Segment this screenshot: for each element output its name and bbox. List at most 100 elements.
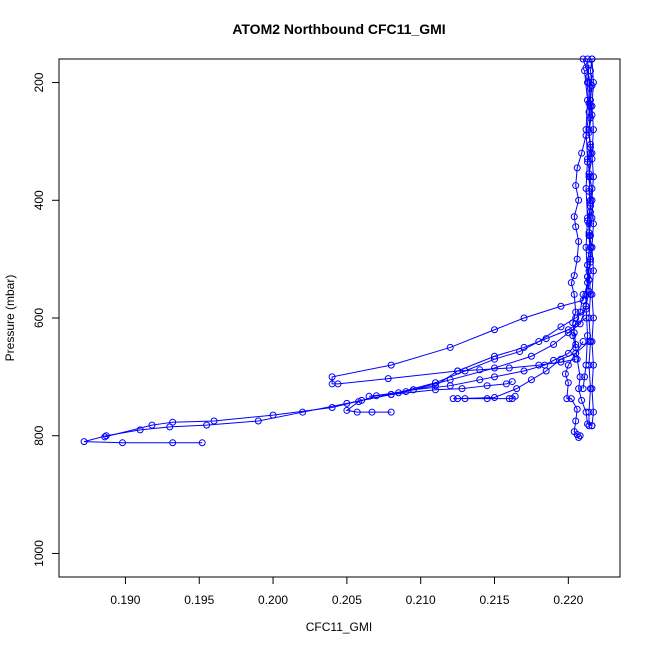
data-point	[564, 326, 572, 334]
data-point	[572, 343, 580, 351]
data-point	[588, 196, 596, 204]
data-point	[328, 373, 336, 381]
data-point	[563, 395, 571, 403]
series-11	[579, 67, 592, 393]
data-point	[387, 408, 395, 416]
data-point	[570, 213, 578, 221]
data-point	[136, 426, 144, 434]
data-point	[589, 173, 597, 181]
data-point	[505, 364, 513, 372]
data-point	[328, 403, 336, 411]
series-line	[104, 58, 593, 438]
data-point	[384, 375, 392, 383]
data-point	[557, 302, 565, 310]
data-point	[502, 380, 510, 388]
series-line	[83, 58, 591, 444]
data-point	[505, 395, 513, 403]
data-point	[520, 343, 528, 351]
data-point	[584, 55, 592, 63]
data-point	[148, 421, 156, 429]
data-point	[585, 314, 593, 322]
data-point	[589, 314, 597, 322]
data-point	[582, 243, 590, 251]
data-point	[589, 79, 597, 87]
series-layer	[80, 55, 597, 447]
data-point	[573, 255, 581, 263]
data-point	[454, 367, 462, 375]
data-point	[582, 361, 590, 369]
data-point	[576, 432, 584, 440]
data-point	[118, 439, 126, 447]
data-point	[579, 55, 587, 63]
data-point	[483, 395, 491, 403]
data-point	[203, 421, 211, 429]
data-point	[581, 373, 589, 381]
chart-title: ATOM2 Northbound CFC11_GMI	[232, 21, 445, 37]
data-point	[579, 290, 587, 298]
data-point	[80, 438, 88, 446]
data-point	[395, 389, 403, 397]
data-point	[589, 408, 597, 416]
data-point	[535, 361, 543, 369]
x-tick-label: 0.190	[110, 593, 140, 607]
data-point	[491, 326, 499, 334]
data-point	[584, 96, 592, 104]
data-point	[589, 267, 597, 275]
x-tick-label: 0.195	[184, 593, 214, 607]
data-point	[588, 385, 596, 393]
data-point	[353, 408, 361, 416]
data-point	[431, 386, 439, 394]
data-point	[491, 364, 499, 372]
data-point	[254, 417, 262, 425]
data-point	[387, 391, 395, 399]
data-point	[570, 272, 578, 280]
data-point	[483, 382, 491, 390]
data-point	[584, 332, 592, 340]
data-point	[572, 308, 580, 316]
data-point	[585, 408, 593, 416]
data-point	[588, 338, 596, 346]
data-point	[355, 398, 363, 406]
data-point	[572, 417, 580, 425]
data-point	[446, 343, 454, 351]
data-point	[569, 332, 577, 340]
y-tick-label: 600	[32, 308, 46, 328]
data-point	[491, 352, 499, 360]
data-point	[508, 378, 516, 386]
data-point	[588, 290, 596, 298]
data-point	[579, 338, 587, 346]
data-point	[365, 392, 373, 400]
data-point	[458, 385, 466, 393]
data-point	[573, 355, 581, 363]
data-point	[564, 361, 572, 369]
data-point	[513, 385, 521, 393]
data-point	[476, 376, 484, 384]
data-point	[343, 406, 351, 414]
data-point	[542, 367, 550, 375]
data-point	[584, 420, 592, 428]
data-point	[210, 417, 218, 425]
data-point	[269, 411, 277, 419]
data-point	[491, 393, 499, 401]
series-10	[588, 55, 597, 430]
data-point	[520, 314, 528, 322]
data-point	[368, 408, 376, 416]
data-point	[589, 126, 597, 134]
data-point	[581, 67, 589, 75]
data-point	[584, 273, 592, 281]
series-5	[365, 314, 590, 400]
x-tick-label: 0.200	[258, 593, 288, 607]
data-point	[584, 155, 592, 163]
data-point	[576, 308, 584, 316]
data-point	[511, 392, 519, 400]
x-tick-label: 0.215	[479, 593, 509, 607]
data-point	[582, 302, 590, 310]
data-point	[575, 385, 583, 393]
data-point	[431, 382, 439, 390]
data-point	[585, 232, 593, 240]
data-point	[588, 102, 596, 110]
data-point	[476, 366, 484, 374]
x-axis: 0.190 0.195 0.200 0.205 0.210 0.215 0.220	[110, 577, 584, 607]
series-6	[449, 338, 593, 403]
